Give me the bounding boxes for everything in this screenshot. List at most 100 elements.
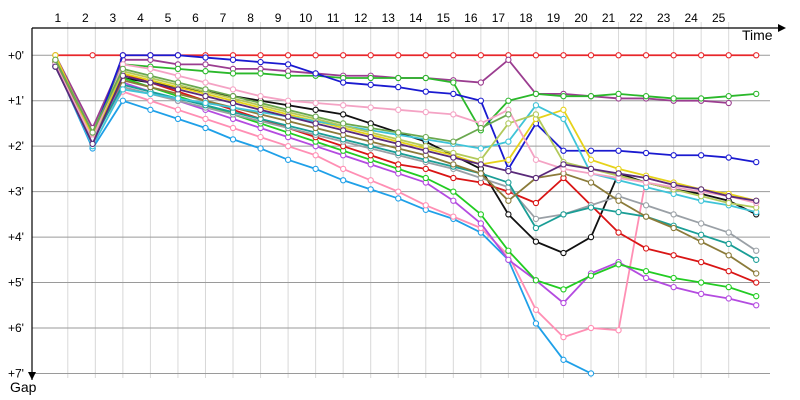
data-point: [725, 154, 732, 161]
data-point: [753, 270, 760, 277]
data-point: [257, 133, 264, 141]
data-point: [642, 213, 650, 220]
series-line: [54, 54, 757, 202]
data-point: [202, 68, 209, 75]
data-point: [174, 106, 182, 113]
data-point: [450, 154, 457, 161]
series-13: [52, 58, 760, 277]
data-point: [450, 111, 457, 118]
data-point: [615, 261, 622, 268]
data-point: [725, 240, 732, 248]
data-point: [587, 93, 595, 100]
data-point: [532, 215, 540, 223]
data-point: [422, 174, 429, 182]
y-tick-label: +0': [8, 48, 24, 62]
data-point: [202, 54, 209, 61]
series-line: [54, 54, 729, 129]
data-point: [587, 204, 595, 211]
series-19: [52, 56, 512, 145]
data-point: [615, 327, 622, 334]
x-axis-label: Time: [742, 27, 773, 43]
data-point: [698, 231, 705, 238]
series-layer: [52, 52, 760, 377]
data-point: [532, 174, 540, 182]
data-point: [725, 199, 732, 207]
data-point: [395, 195, 402, 202]
data-point: [395, 140, 402, 148]
x-axis-arrow: [778, 24, 786, 32]
data-point: [615, 52, 622, 59]
data-point: [202, 115, 209, 123]
data-point: [532, 52, 540, 59]
series-18: [52, 63, 760, 204]
data-point: [395, 129, 402, 136]
series-line: [54, 59, 757, 284]
data-point: [340, 177, 347, 184]
y-tick-label: +4': [8, 230, 24, 244]
data-point: [560, 356, 567, 363]
data-point: [257, 93, 264, 100]
data-point: [367, 133, 374, 141]
x-tick-label: 1: [54, 11, 61, 25]
data-point: [725, 93, 732, 100]
data-point: [174, 65, 182, 73]
data-point: [753, 293, 760, 300]
data-point: [284, 143, 292, 150]
x-tick-label: 14: [409, 11, 423, 25]
data-point: [532, 90, 540, 98]
x-tick-label: 11: [327, 11, 340, 25]
x-tick-label: 4: [137, 11, 144, 25]
data-point: [312, 165, 319, 173]
data-point: [450, 138, 457, 145]
data-point: [395, 83, 402, 91]
series-6: [52, 61, 595, 377]
data-point: [450, 90, 457, 98]
x-tick-label: 25: [712, 11, 726, 25]
data-point: [257, 70, 264, 77]
data-point: [450, 161, 457, 168]
data-point: [532, 156, 540, 163]
data-point: [505, 197, 512, 204]
data-point: [642, 245, 650, 252]
data-point: [312, 99, 319, 107]
data-point: [698, 238, 705, 245]
data-point: [119, 86, 127, 93]
data-point: [698, 220, 705, 227]
data-point: [257, 52, 264, 59]
data-point: [587, 179, 595, 186]
data-point: [753, 197, 760, 204]
x-tick-label: 5: [165, 11, 172, 25]
data-point: [615, 208, 622, 216]
data-point: [587, 324, 595, 332]
data-point: [147, 106, 154, 113]
data-point: [422, 88, 429, 95]
data-point: [615, 147, 622, 154]
data-point: [642, 93, 650, 100]
data-point: [587, 272, 595, 279]
data-point: [753, 158, 760, 166]
data-point: [642, 174, 650, 182]
data-point: [312, 152, 319, 159]
data-point: [284, 52, 292, 59]
data-point: [670, 274, 677, 282]
x-tick-label: 9: [275, 11, 282, 25]
data-point: [670, 95, 677, 102]
data-point: [532, 277, 540, 284]
x-tick-label: 13: [382, 11, 396, 25]
data-point: [615, 197, 622, 204]
data-point: [450, 52, 457, 59]
data-point: [312, 120, 319, 127]
data-point: [670, 181, 677, 188]
data-point: [587, 233, 595, 241]
data-point: [560, 161, 567, 168]
data-point: [229, 93, 237, 100]
data-point: [753, 256, 760, 263]
data-point: [670, 52, 677, 59]
data-point: [174, 95, 182, 102]
data-point: [698, 152, 705, 159]
data-point: [532, 306, 540, 313]
data-point: [174, 86, 182, 93]
data-point: [52, 56, 59, 63]
data-point: [367, 177, 374, 184]
data-point: [477, 97, 485, 104]
